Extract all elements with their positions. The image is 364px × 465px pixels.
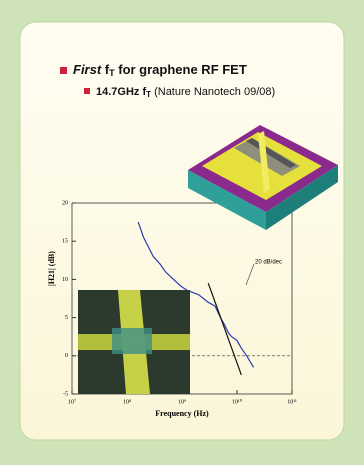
- bullet-text: for graphene RF FET: [115, 62, 247, 77]
- bullet-text: (Nature Nanotech 09/08): [151, 86, 275, 98]
- y-tick-label: 15: [62, 239, 68, 245]
- y-tick-label: 0: [65, 353, 68, 359]
- x-tick-label: 10⁷: [68, 399, 76, 405]
- micrograph-inset: [78, 290, 190, 394]
- bullet-1: First fT for graphene RF FET: [73, 62, 247, 78]
- x-tick-label: 10⁸: [123, 399, 131, 405]
- x-axis-label: Frequency (Hz): [155, 409, 209, 418]
- y-tick-label: 5: [65, 315, 68, 321]
- x-tick-label: 10⁹: [178, 399, 186, 405]
- x-tick-label: 10¹¹: [287, 399, 297, 405]
- x-tick-label: 10¹⁰: [232, 398, 243, 405]
- y-tick-label: 10: [62, 277, 68, 283]
- slide: First fT for graphene RF FET 14.7GHz fT …: [0, 0, 364, 460]
- y-axis-label: |H21| (dB): [47, 251, 56, 286]
- page: First fT for graphene RF FET 14.7GHz fT …: [0, 0, 364, 460]
- annotation: 20 dB/dec: [255, 260, 282, 266]
- y-tick-label: 20: [62, 200, 68, 206]
- bullet-marker: [60, 67, 67, 74]
- bullet-2: 14.7GHz fT (Nature Nanotech 09/08): [96, 86, 275, 99]
- y-tick-label: -5: [63, 391, 68, 397]
- bullet-marker: [84, 88, 90, 94]
- bullet-text: 14.7GHz f: [96, 86, 146, 98]
- bullet-text: First: [73, 62, 102, 77]
